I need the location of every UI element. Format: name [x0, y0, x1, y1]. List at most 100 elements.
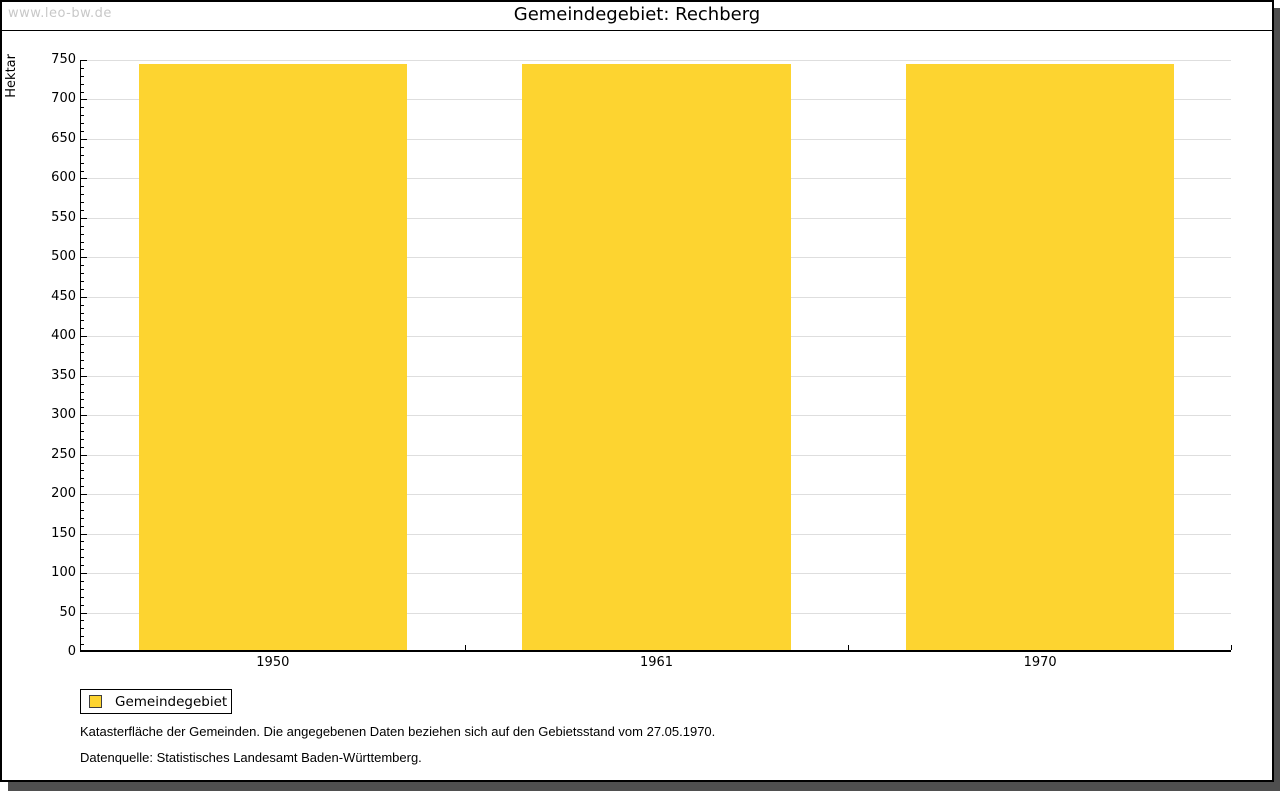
- frame-shadow-bottom: [8, 782, 1280, 791]
- y-axis-minor-tick: [81, 509, 84, 511]
- footnote-data-source: Datenquelle: Statistisches Landesamt Bad…: [80, 750, 422, 765]
- y-axis-minor-tick: [81, 304, 84, 306]
- y-axis-minor-tick: [81, 352, 84, 354]
- y-axis-minor-tick: [81, 478, 84, 480]
- y-axis-minor-tick: [81, 170, 84, 172]
- y-axis-major-tick: [81, 257, 87, 259]
- bar: [905, 63, 1175, 650]
- y-tick-label: 400: [51, 328, 76, 344]
- y-axis-minor-tick: [81, 462, 84, 464]
- y-tick-label: 650: [51, 130, 76, 146]
- y-tick-label: 0: [67, 644, 76, 659]
- y-axis-minor-tick: [81, 154, 84, 156]
- y-axis-minor-tick: [81, 446, 84, 448]
- y-tick-label: 600: [51, 170, 76, 186]
- y-axis-minor-tick: [81, 628, 84, 630]
- watermark: www.leo-bw.de: [8, 6, 112, 21]
- y-axis-minor-tick: [81, 131, 84, 133]
- y-axis-minor-tick: [81, 517, 84, 519]
- y-tick-label: 550: [51, 209, 76, 225]
- y-axis-major-tick: [81, 99, 87, 101]
- y-axis-minor-tick: [81, 186, 84, 188]
- y-axis-minor-tick: [81, 549, 84, 551]
- y-axis-minor-tick: [81, 430, 84, 432]
- x-tick-label: 1961: [639, 655, 674, 670]
- y-tick-label: 450: [51, 288, 76, 304]
- y-axis-minor-tick: [81, 502, 84, 504]
- y-axis-major-tick: [81, 415, 87, 417]
- y-axis-minor-tick: [81, 115, 84, 117]
- y-tick-label: 250: [51, 446, 76, 462]
- y-axis-minor-tick: [81, 486, 84, 488]
- y-axis-minor-tick: [81, 83, 84, 85]
- y-tick-label: 100: [51, 565, 76, 581]
- y-axis-minor-tick: [81, 470, 84, 472]
- y-tick-label: 150: [51, 525, 76, 541]
- x-category-tick: [1231, 645, 1232, 650]
- frame-shadow-right: [1274, 8, 1280, 791]
- y-axis-minor-tick: [81, 209, 84, 211]
- footnote-source-note: Katasterfläche der Gemeinden. Die angege…: [80, 724, 716, 739]
- y-axis-minor-tick: [81, 75, 84, 77]
- chart-title: Gemeindegebiet: Rechberg: [513, 4, 761, 25]
- y-axis-major-tick: [81, 296, 87, 298]
- y-axis-major-tick: [81, 138, 87, 140]
- y-axis-major-tick: [81, 612, 87, 614]
- header-divider: [1, 30, 1273, 31]
- y-axis-minor-tick: [81, 525, 84, 527]
- y-axis-minor-tick: [81, 288, 84, 290]
- y-axis-major-tick: [81, 454, 87, 456]
- y-axis-minor-tick: [81, 265, 84, 267]
- y-axis-minor-tick: [81, 194, 84, 196]
- y-axis-minor-tick: [81, 312, 84, 314]
- y-axis-minor-tick: [81, 91, 84, 93]
- y-axis-major-tick: [81, 573, 87, 575]
- x-category-tick: [464, 645, 466, 650]
- y-axis-major-tick: [81, 375, 87, 377]
- y-axis-major-tick: [81, 336, 87, 338]
- y-axis-minor-tick: [81, 146, 84, 148]
- y-axis-minor-tick: [81, 67, 84, 69]
- y-axis-title: Hektar: [4, 54, 19, 98]
- y-axis-minor-tick: [81, 328, 84, 330]
- y-tick-label: 750: [51, 52, 76, 67]
- bar: [138, 63, 408, 650]
- x-tick-label: 1970: [1023, 655, 1057, 670]
- y-axis-minor-tick: [81, 565, 84, 567]
- y-axis-minor-tick: [81, 399, 84, 401]
- y-axis-major-tick: [81, 494, 87, 496]
- y-axis-major-tick: [81, 651, 87, 652]
- y-axis-minor-tick: [81, 359, 84, 361]
- y-axis-minor-tick: [81, 249, 84, 251]
- y-axis-minor-tick: [81, 644, 84, 646]
- y-axis-minor-tick: [81, 620, 84, 622]
- y-axis-minor-tick: [81, 344, 84, 346]
- y-axis-major-tick: [81, 178, 87, 180]
- y-axis-minor-tick: [81, 225, 84, 227]
- y-axis-minor-tick: [81, 557, 84, 559]
- y-tick-label: 50: [59, 604, 76, 620]
- y-axis-major-tick: [81, 60, 87, 61]
- y-axis-minor-tick: [81, 107, 84, 109]
- x-tick-label: 1950: [256, 655, 290, 670]
- y-axis-minor-tick: [81, 367, 84, 369]
- y-axis-minor-tick: [81, 273, 84, 275]
- y-axis-minor-tick: [81, 596, 84, 598]
- y-tick-label: 300: [51, 407, 76, 423]
- gridline: [81, 60, 1231, 61]
- y-axis-minor-tick: [81, 407, 84, 409]
- y-axis-minor-tick: [81, 281, 84, 282]
- y-tick-label: 350: [51, 367, 76, 383]
- y-axis-minor-tick: [81, 423, 84, 425]
- y-axis-minor-tick: [81, 636, 84, 638]
- y-axis-minor-tick: [81, 202, 84, 204]
- y-axis-minor-tick: [81, 541, 84, 543]
- y-axis-minor-tick: [81, 241, 84, 243]
- y-tick-label: 200: [51, 486, 76, 502]
- bar: [522, 63, 791, 650]
- y-tick-label: 700: [51, 91, 76, 107]
- y-tick-label: 500: [51, 249, 76, 265]
- y-axis-minor-tick: [81, 123, 84, 125]
- y-axis-minor-tick: [81, 588, 84, 590]
